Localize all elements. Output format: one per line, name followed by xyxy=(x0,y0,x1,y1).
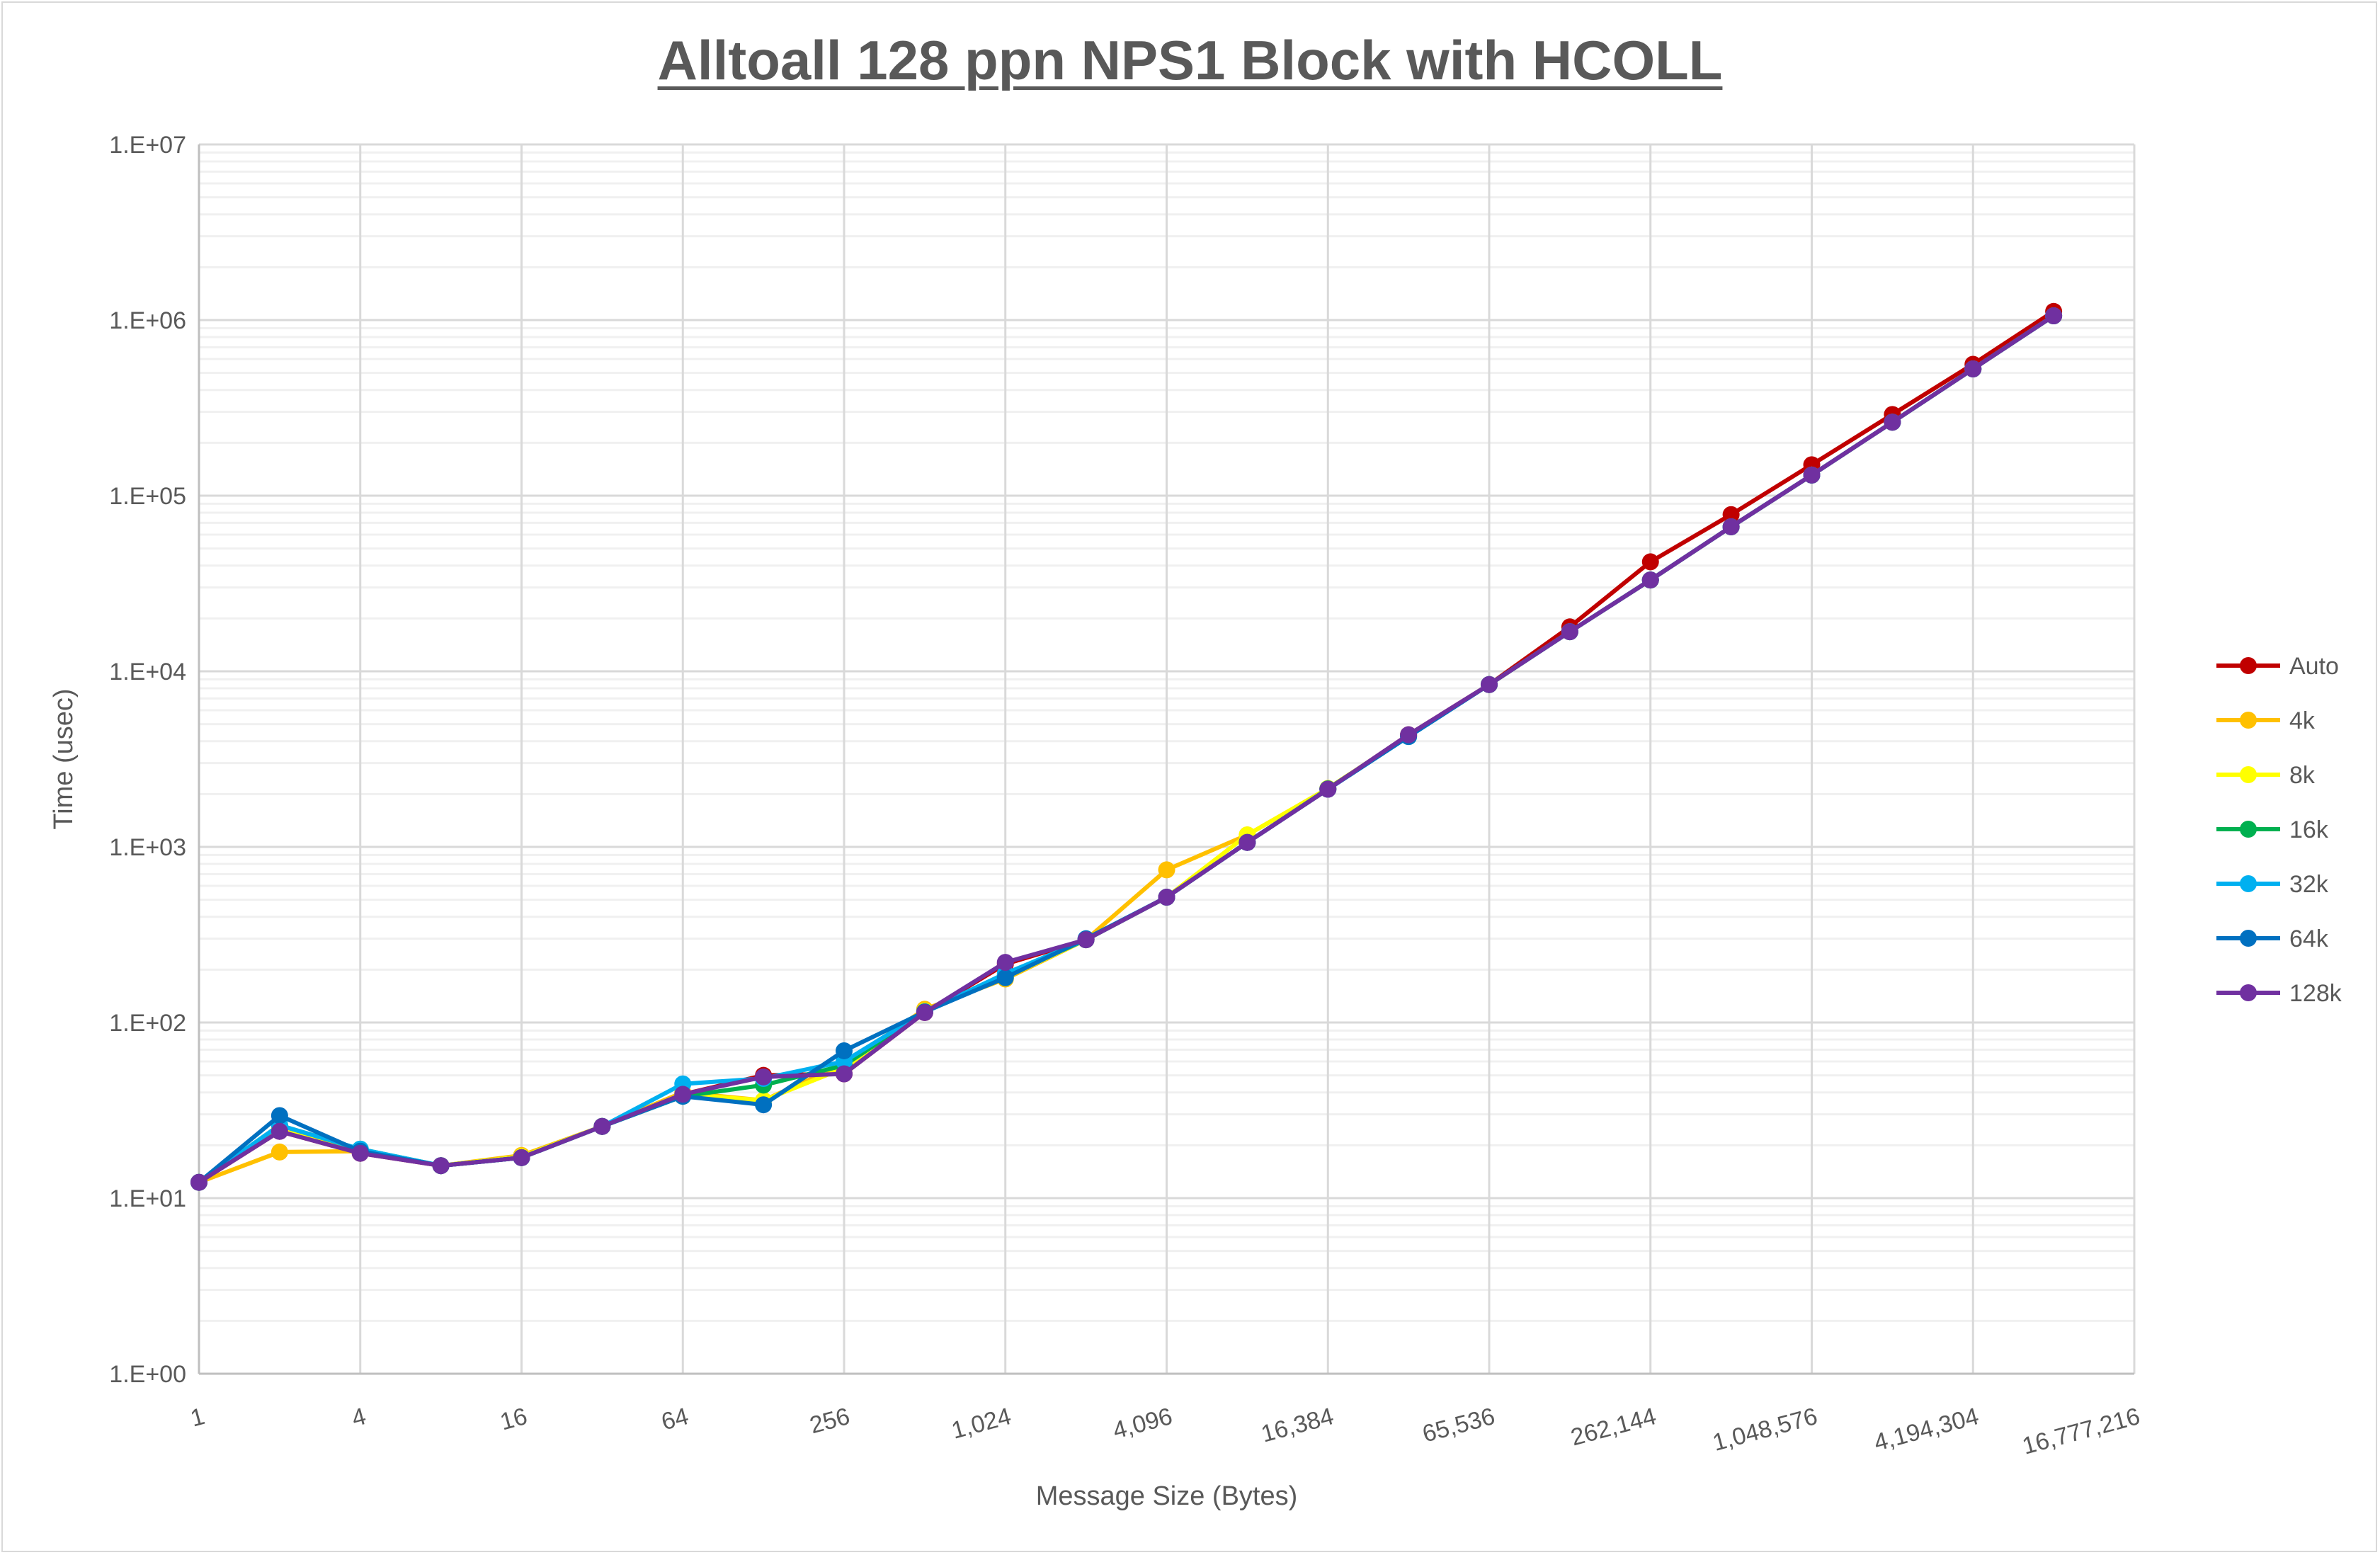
x-axis-label: Message Size (Bytes) xyxy=(1036,1481,1298,1511)
data-point xyxy=(674,1086,692,1103)
y-axis-label: Time (usec) xyxy=(49,688,79,829)
data-point xyxy=(1239,833,1256,851)
data-point xyxy=(836,1042,853,1059)
y-tick-label: 1.E+05 xyxy=(109,483,186,510)
series-4k xyxy=(190,307,2063,1191)
data-point xyxy=(593,1117,611,1135)
data-point xyxy=(996,954,1014,972)
series-line xyxy=(198,314,2055,1185)
x-tick-label: 16,777,216 xyxy=(2020,1403,2143,1460)
y-tick-label: 1.E+02 xyxy=(109,1010,186,1037)
data-point xyxy=(1077,931,1095,949)
legend-label: 8k xyxy=(2289,762,2316,789)
data-point xyxy=(271,1143,288,1161)
x-tick-label: 4,194,304 xyxy=(1871,1403,1981,1457)
data-point xyxy=(1158,861,1175,879)
x-tick-label: 4,096 xyxy=(1110,1403,1175,1445)
legend-label: 128k xyxy=(2289,980,2342,1007)
legend-label: 16k xyxy=(2289,816,2329,843)
data-point xyxy=(1641,553,1659,571)
data-point xyxy=(513,1149,530,1166)
x-tick-label: 256 xyxy=(807,1403,853,1439)
series-line xyxy=(198,314,2055,1185)
legend-item-4k: 4k xyxy=(2216,707,2316,734)
legend-marker xyxy=(2240,821,2257,838)
data-point xyxy=(432,1157,450,1175)
data-point xyxy=(1964,360,1982,377)
y-tick-label: 1.E+01 xyxy=(109,1185,186,1212)
x-tick-label: 262,144 xyxy=(1568,1403,1659,1452)
data-point xyxy=(1641,571,1659,589)
data-point xyxy=(836,1065,853,1083)
data-point xyxy=(271,1122,288,1140)
x-tick-label: 16,384 xyxy=(1258,1403,1336,1448)
data-point xyxy=(755,1068,773,1086)
y-tick-label: 1.E+06 xyxy=(109,307,186,334)
y-tick-label: 1.E+07 xyxy=(109,132,186,159)
data-point xyxy=(1319,780,1337,798)
legend-item-8k: 8k xyxy=(2216,762,2316,789)
series-32k xyxy=(190,307,2063,1191)
legend-marker xyxy=(2240,766,2257,783)
data-point xyxy=(1400,726,1418,744)
y-tick-label: 1.E+03 xyxy=(109,834,186,861)
series-line xyxy=(198,314,2055,1185)
series-line xyxy=(198,314,2055,1185)
legend-marker xyxy=(2240,875,2257,892)
series-16k xyxy=(190,307,2063,1191)
y-tick-label: 1.E+04 xyxy=(109,659,186,685)
data-point xyxy=(1481,676,1498,693)
x-tick-label: 16 xyxy=(497,1403,530,1435)
data-point xyxy=(755,1096,773,1114)
legend-item-128k: 128k xyxy=(2216,980,2342,1007)
legend-label: 64k xyxy=(2289,925,2329,952)
series-128k xyxy=(190,307,2063,1191)
y-tick-label: 1.E+00 xyxy=(109,1361,186,1388)
legend-label: 32k xyxy=(2289,871,2329,898)
data-point xyxy=(1803,466,1821,484)
legend-item-32k: 32k xyxy=(2216,871,2329,898)
x-tick-label: 1 xyxy=(188,1403,207,1432)
data-point xyxy=(1884,414,1901,431)
series-8k xyxy=(190,307,2063,1191)
data-point xyxy=(1561,623,1578,641)
legend-marker xyxy=(2240,984,2257,1001)
legend-item-auto: Auto xyxy=(2216,653,2339,680)
x-tick-label: 1,024 xyxy=(949,1403,1014,1445)
series-line xyxy=(198,314,2055,1185)
legend-item-16k: 16k xyxy=(2216,816,2329,843)
chart-title: Alltoall 128 ppn NPS1 Block with HCOLL xyxy=(657,29,1723,91)
x-tick-label: 64 xyxy=(659,1403,691,1435)
data-point xyxy=(916,1003,933,1021)
data-point xyxy=(190,1173,207,1191)
legend-item-64k: 64k xyxy=(2216,925,2329,952)
series-line xyxy=(198,314,2055,1185)
data-point xyxy=(1722,518,1740,535)
data-point xyxy=(1158,889,1175,906)
legend-label: 4k xyxy=(2289,707,2316,734)
legend-marker xyxy=(2240,930,2257,947)
legend-marker xyxy=(2240,712,2257,729)
x-tick-label: 1,048,576 xyxy=(1710,1403,1821,1457)
data-point xyxy=(271,1107,288,1124)
data-point xyxy=(2045,307,2063,325)
series-64k xyxy=(190,307,2063,1191)
data-point xyxy=(1722,506,1740,523)
legend-marker xyxy=(2240,657,2257,674)
data-point xyxy=(996,969,1014,986)
data-point xyxy=(351,1144,369,1162)
series-auto xyxy=(190,302,2063,1191)
x-tick-label: 4 xyxy=(349,1403,369,1432)
x-tick-label: 65,536 xyxy=(1420,1403,1498,1448)
legend-label: Auto xyxy=(2289,653,2339,680)
